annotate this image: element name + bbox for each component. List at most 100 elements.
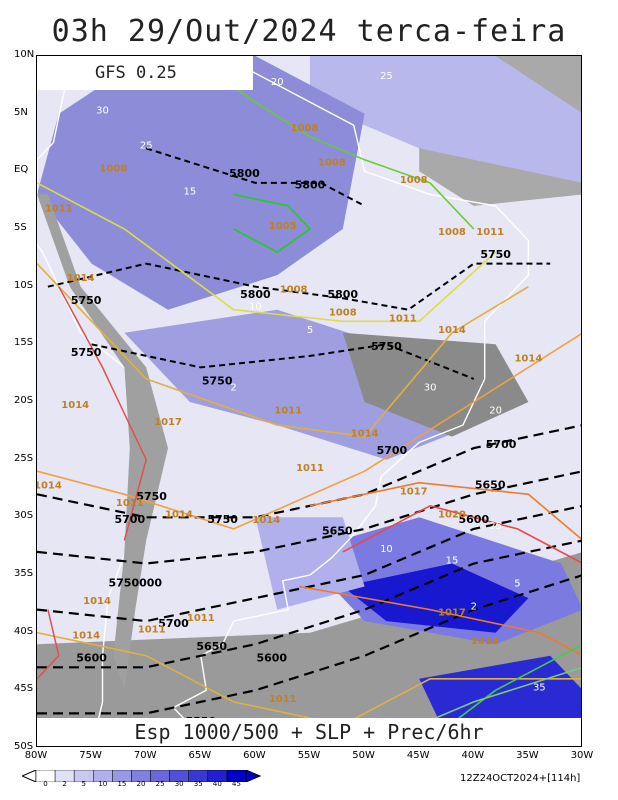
colorbar-max-arrow — [245, 770, 262, 782]
lat-tick-label: 20S — [14, 395, 34, 406]
coastline — [37, 56, 530, 746]
thickness-label: 5750 — [136, 490, 167, 503]
lon-tick-label: 30W — [570, 750, 594, 761]
thickness-contour — [37, 539, 581, 669]
isobar-label: 1008 — [100, 163, 128, 174]
lon-tick-label: 40W — [461, 750, 485, 761]
lon-tick-label: 65W — [188, 750, 212, 761]
colorbar-tick-label: 5 — [81, 780, 86, 788]
isobar-label: 1017 — [438, 607, 466, 618]
isobar-label: 1017 — [154, 417, 182, 428]
isobar-label: 1014 — [514, 354, 542, 365]
isobar-label: 1008 — [291, 123, 319, 134]
precip-label: 30 — [96, 106, 109, 117]
isobar — [37, 609, 60, 680]
isobar — [37, 631, 581, 726]
weather-map: 5800 5800 5800 5800 5750 5750 5750 5750 5750 5700… — [36, 55, 582, 747]
isobar-label: 1005 — [269, 221, 297, 232]
isobar — [342, 504, 581, 564]
isobar-label: 1014 — [83, 596, 111, 607]
isobar — [37, 263, 529, 438]
isobar — [298, 585, 581, 656]
precip-area — [342, 563, 529, 633]
precip-label: 15 — [446, 555, 459, 566]
precip-label: 10 — [380, 544, 393, 555]
lon-tick-label: 45W — [406, 750, 430, 761]
lat-tick-label: 30S — [14, 510, 34, 522]
lat-tick-label: 15S — [14, 337, 34, 349]
thickness-label: 5600 — [256, 652, 287, 665]
colorbar-tick-label: 0 — [43, 780, 48, 788]
isobar-label: 1008 — [400, 175, 428, 186]
lat-tick-label: 25S — [14, 452, 34, 464]
isobar-label: 1008 — [318, 158, 346, 169]
precip-label: 5 — [514, 579, 520, 590]
thickness-label: 5750 — [207, 513, 238, 526]
product-description: Esp 1000/500 + SLP + Prec/6hr — [37, 718, 581, 746]
colorbar-tick-label: 45 — [231, 780, 241, 788]
isobar-label: 1014 — [165, 509, 193, 520]
precip-area — [310, 56, 581, 183]
isobar-label: 1020 — [438, 509, 466, 520]
lon-tick-label: 50W — [352, 750, 375, 761]
precip-label: 35 — [533, 682, 546, 693]
precip-label: 20 — [489, 406, 502, 417]
isobar — [309, 481, 581, 540]
colorbar-tick-label: 15 — [117, 780, 127, 788]
colorbar-tick-label: 10 — [98, 780, 108, 788]
precip-label: 25 — [489, 521, 502, 532]
colorbar-tick-label: 20 — [136, 780, 146, 788]
thickness-contour — [47, 262, 551, 311]
isobar — [37, 333, 581, 530]
isobar-label: 1014 — [252, 515, 280, 526]
thickness-label: 5700 — [158, 617, 189, 630]
thickness-label: 5650 — [322, 525, 353, 538]
isobar-label: 1008 — [280, 284, 308, 295]
colorbar-tick-label: 30 — [174, 780, 184, 788]
lon-tick-label: 75W — [79, 750, 102, 761]
thickness-label: 5700 — [486, 438, 517, 451]
model-label: GFS 0.25 — [37, 56, 253, 90]
thickness-contour — [91, 343, 475, 380]
lat-tick-label: 10S — [14, 279, 34, 291]
thickness-contour — [145, 147, 366, 207]
thickness-label: 5650 — [475, 479, 506, 492]
thickness-label: 5600 — [458, 513, 489, 526]
lat-tick-label: 45S — [14, 683, 34, 695]
isobar-label: 1017 — [400, 486, 428, 497]
precip-label: 5 — [307, 325, 313, 336]
isobar-label: 1011 — [116, 498, 144, 509]
isobar-label: 1011 — [138, 625, 166, 636]
precip-label: 20 — [271, 77, 284, 88]
thickness-label: 5750 — [480, 248, 511, 261]
lat-tick-label: 35S — [14, 568, 34, 579]
isobar-label: 1011 — [274, 406, 302, 417]
thickness-label: 5750 — [71, 346, 102, 359]
isobar — [58, 286, 147, 541]
colorbar-tick-label: 40 — [212, 780, 222, 788]
thickness-label: 5750 — [71, 294, 102, 307]
thickness-label: 5700 — [115, 513, 146, 526]
isobar-label: 1011 — [296, 463, 324, 474]
lon-tick-label: 55W — [297, 750, 321, 761]
thickness-label: 5750 — [202, 375, 233, 388]
precip-label: 2 — [471, 602, 477, 613]
precip-label: 10 — [249, 302, 262, 313]
precip-label: 2 — [230, 382, 236, 393]
isobar-label: 1014 — [351, 429, 379, 440]
thickness-label: 5800 — [229, 167, 260, 180]
lon-tick-label: 80W — [24, 750, 48, 761]
lat-tick-label: 10N — [14, 49, 35, 60]
isobar-label: 1008 — [438, 227, 466, 238]
thickness-label: 5600 — [76, 652, 107, 665]
isobar-label: 1014 — [61, 400, 89, 411]
isobar-label: 1014 — [471, 636, 499, 647]
precip-label: 25 — [140, 140, 153, 151]
isobar-label: 1011 — [269, 694, 297, 705]
map-canvas: 5800 5800 5800 5800 5750 5750 5750 5750 5750 5700… — [37, 56, 581, 746]
precip-colorbar — [22, 770, 262, 782]
isobar-label: 1011 — [389, 313, 417, 324]
isobar — [233, 193, 312, 254]
lat-tick-label: 50S — [14, 741, 34, 752]
lat-tick-label: 5N — [14, 106, 28, 118]
